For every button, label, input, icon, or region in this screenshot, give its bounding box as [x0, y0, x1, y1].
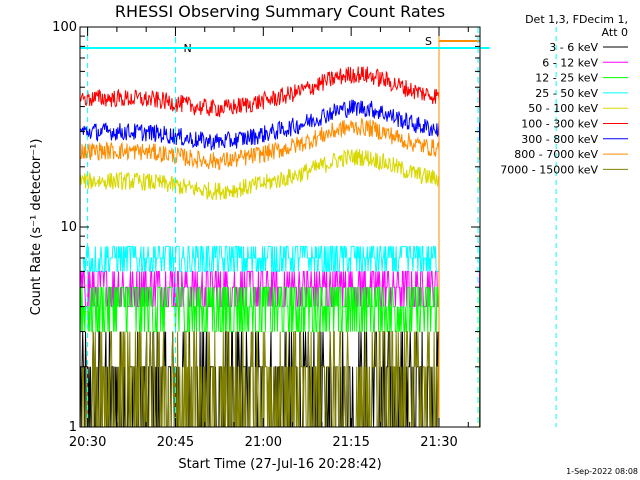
legend-entry: 7000 - 15000 keV [500, 163, 598, 176]
y-tick-label: 10 [60, 220, 77, 235]
legend-entry: 3 - 6 keV [549, 41, 598, 54]
timestamp: 1-Sep-2022 08:08 [566, 467, 638, 476]
x-tick-label: 20:30 [69, 435, 106, 450]
y-tick-label: 1 [69, 420, 77, 435]
axis-layer: 20:30 20:45 21:00 21:15 21:30 1 10 100 [52, 20, 480, 450]
legend-entry: 300 - 800 keV [521, 133, 598, 146]
x-tick-label: 21:00 [245, 435, 282, 450]
x-tick-label: 21:30 [420, 435, 457, 450]
legend-entry: 6 - 12 keV [542, 56, 598, 69]
x-tick-label: 20:45 [157, 435, 194, 450]
chart-title: RHESSI Observing Summary Count Rates [115, 2, 445, 21]
legend-header: Det 1,3, FDecim 1, [525, 13, 628, 26]
legend-entry: 100 - 300 keV [521, 118, 598, 131]
legend-entry: 800 - 7000 keV [514, 148, 598, 161]
legend: Det 1,3, FDecim 1,Att 0 3 - 6 keV 6 - 12 k… [500, 13, 628, 176]
series-line [80, 245, 480, 272]
marker-label: S [425, 35, 432, 48]
data-layer [80, 66, 480, 428]
x-tick-label: 21:15 [332, 435, 369, 450]
legend-entry: 50 - 100 keV [528, 102, 598, 115]
x-axis-label: Start Time (27-Jul-16 20:28:42) [178, 457, 381, 472]
legend-entry: 25 - 50 keV [535, 87, 598, 100]
y-tick-label: 100 [52, 20, 77, 35]
legend-header: Att 0 [602, 26, 628, 39]
y-axis-label: Count Rate (s⁻¹ detector⁻¹) [29, 139, 44, 316]
legend-entry: 12 - 25 keV [535, 72, 598, 85]
series-line [80, 66, 480, 119]
